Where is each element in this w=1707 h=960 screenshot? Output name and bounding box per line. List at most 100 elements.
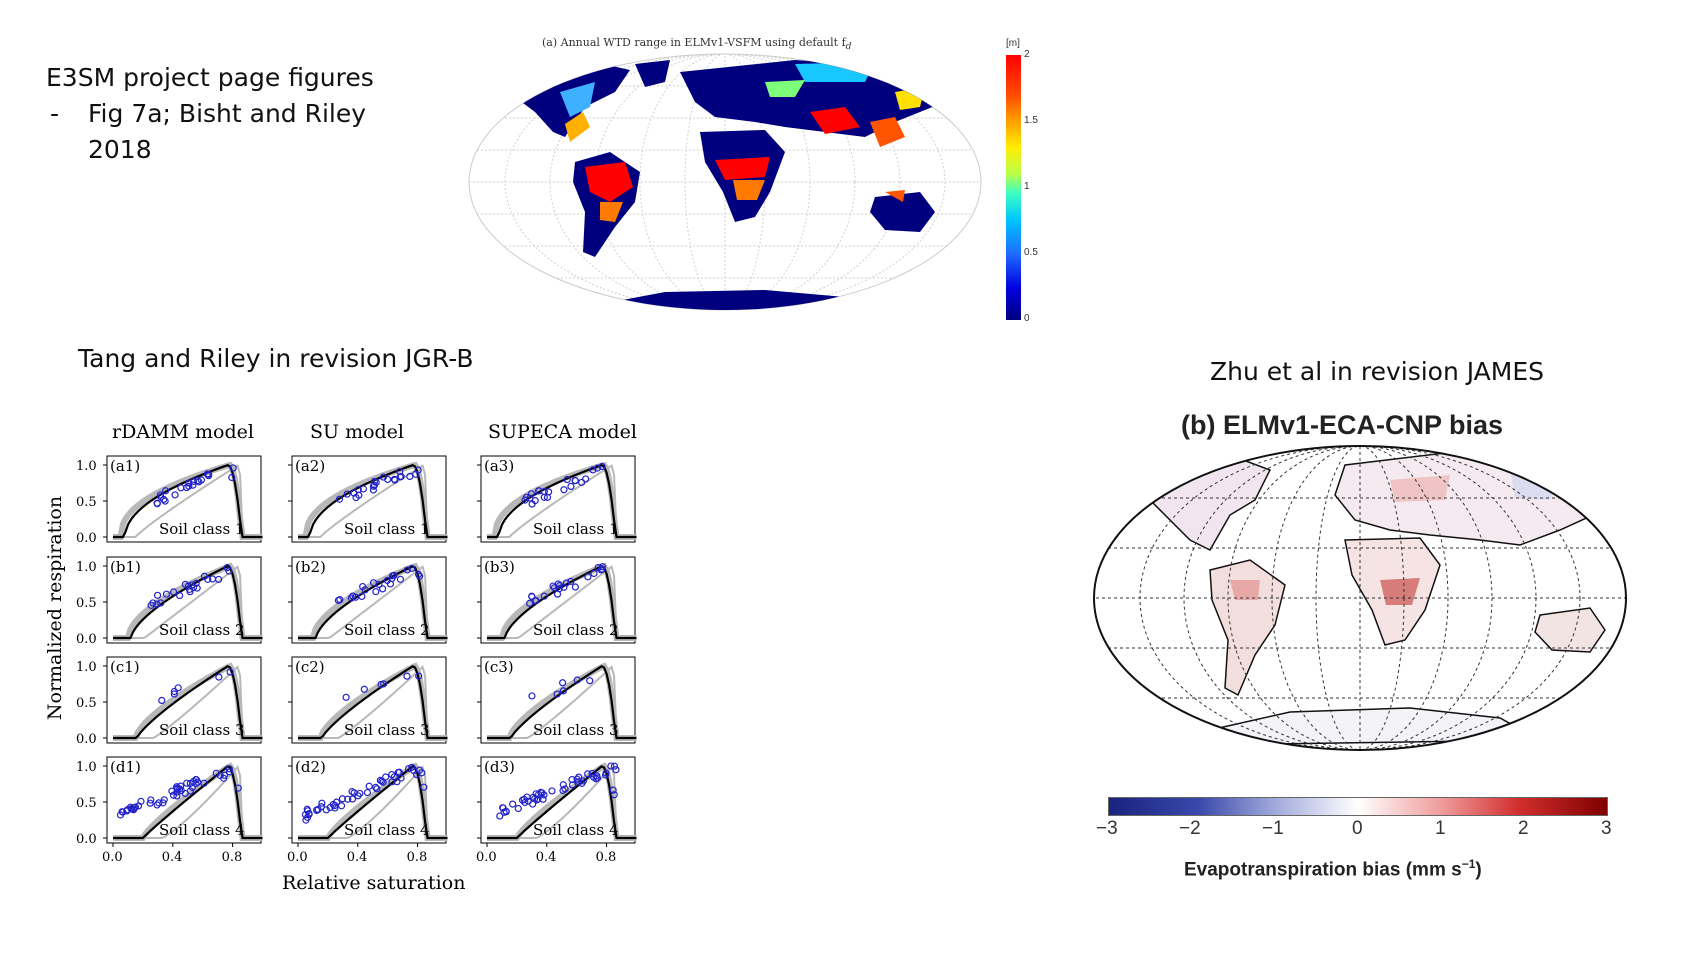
resp-observation-marker: [160, 796, 168, 804]
resp-observation-marker: [215, 673, 223, 681]
resp-observation-marker: [584, 770, 592, 778]
bias-tick: 2: [1518, 818, 1529, 839]
resp-gray-line: [298, 665, 448, 739]
bias-graticule: [1094, 446, 1626, 750]
resp-soil-class-label: Soil class 2: [344, 621, 430, 639]
resp-observation-marker: [593, 774, 602, 782]
resp-observation-marker: [342, 693, 350, 701]
resp-observation-marker: [573, 676, 581, 684]
resp-observation-marker: [597, 566, 605, 574]
resp-panel-label: (c2): [295, 658, 325, 676]
bias-tick: −1: [1262, 818, 1284, 839]
resp-observation-marker: [393, 778, 401, 786]
resp-observation-marker: [153, 801, 161, 809]
wtd-colorbar: [1006, 55, 1021, 320]
resp-soil-class-label: Soil class 1: [159, 520, 245, 538]
resp-observation-marker: [359, 485, 368, 493]
resp-observation-marker: [418, 769, 426, 777]
resp-observation-marker: [192, 779, 200, 788]
resp-observation-marker: [334, 596, 343, 605]
resp-observation-marker: [338, 795, 347, 803]
resp-ytick-label: 0.5: [76, 796, 97, 811]
resp-xtick-label: 0.8: [222, 850, 243, 865]
bias-tick: −2: [1179, 818, 1201, 839]
resp-observation-marker: [194, 477, 202, 485]
resp-observation-marker: [610, 762, 619, 770]
resp-observation-marker: [189, 477, 198, 485]
resp-observation-marker: [177, 484, 185, 492]
resp-observation-marker: [169, 588, 178, 596]
resp-observation-marker: [370, 477, 379, 486]
resp-soil-class-label: Soil class 2: [533, 621, 619, 639]
resp-observation-marker: [229, 464, 237, 472]
resp-observation-marker: [559, 687, 567, 695]
resp-observation-marker: [598, 563, 607, 571]
resp-observation-marker: [524, 797, 532, 805]
resp-observation-marker: [559, 679, 567, 687]
resp-panel: (b3) Soil class 2: [477, 556, 637, 644]
resp-observation-marker: [550, 584, 558, 592]
resp-observation-marker: [189, 583, 198, 592]
resp-xlabel: Relative saturation: [282, 872, 466, 894]
resp-soil-class-label: Soil class 4: [344, 821, 430, 839]
resp-observation-marker: [609, 786, 617, 794]
resp-observation-marker: [527, 490, 536, 498]
col-title-su: SU model: [310, 421, 405, 443]
resp-observation-marker: [134, 802, 143, 810]
resp-model-line: [113, 765, 263, 840]
resp-observation-marker: [220, 774, 228, 782]
bias-world-map: [1093, 445, 1627, 751]
resp-panel-label: (d3): [484, 758, 515, 776]
resp-observation-marker: [344, 795, 352, 803]
resp-observation-marker: [540, 791, 548, 799]
resp-observation-marker: [234, 784, 242, 792]
resp-observation-marker: [220, 771, 229, 779]
resp-observation-marker: [160, 495, 168, 503]
bias-tick: −3: [1096, 818, 1118, 839]
resp-observation-marker: [226, 668, 234, 676]
resp-observation-marker: [388, 770, 396, 779]
resp-ytick-label: 1.0: [76, 459, 97, 474]
resp-soil-class-label: Soil class 3: [533, 721, 619, 739]
resp-model-line: [298, 463, 448, 539]
resp-observation-marker: [514, 804, 522, 813]
resp-observation-marker: [598, 462, 606, 471]
resp-observation-marker: [302, 816, 310, 824]
resp-panel-label: (d1): [110, 758, 141, 776]
resp-gray-line: [113, 464, 263, 538]
bullet-text-line2: 2018: [88, 135, 152, 164]
resp-observation-marker: [186, 588, 194, 596]
resp-observation-marker: [376, 776, 384, 784]
resp-observation-marker: [354, 792, 362, 800]
respiration-panel-grid: (a1) Soil class 1 1.0 0.5 0.0 (a2) Soil class …: [76, 455, 637, 865]
resp-observation-marker: [200, 779, 208, 787]
resp-observation-marker: [348, 795, 357, 803]
resp-gray-line: [113, 665, 263, 739]
resp-observation-marker: [153, 600, 161, 608]
resp-observation-marker: [162, 590, 171, 598]
resp-xtick-label: 0.8: [407, 850, 428, 865]
resp-xtick-label: 0.0: [102, 850, 123, 865]
resp-observation-marker: [373, 785, 381, 793]
resp-observation-marker: [363, 788, 371, 797]
resp-observation-marker: [579, 777, 587, 785]
resp-observation-marker: [396, 473, 404, 481]
resp-panel: (d2) Soil class 4 0.0 0.4 0.8: [287, 756, 448, 865]
resp-model-line: [298, 765, 448, 840]
zhu-caption: Zhu et al in revision JAMES: [1210, 357, 1545, 386]
col-title-rdamm: rDAMM model: [112, 421, 254, 443]
tang-caption: Tang and Riley in revision JGR-B: [78, 344, 474, 373]
resp-observation-marker: [526, 599, 534, 607]
resp-observation-marker: [610, 791, 618, 799]
resp-observation-marker: [586, 677, 594, 685]
resp-observation-marker: [526, 494, 534, 502]
resp-observation-marker: [176, 591, 184, 600]
resp-panel-label: (a1): [110, 457, 140, 475]
resp-observation-marker: [379, 473, 388, 481]
resp-observation-marker: [612, 766, 620, 774]
resp-model-line: [487, 463, 637, 539]
resp-observation-marker: [173, 788, 181, 796]
resp-observation-marker: [379, 585, 387, 593]
resp-observation-marker: [509, 800, 517, 808]
wtd-tick: 0.5: [1024, 247, 1038, 258]
